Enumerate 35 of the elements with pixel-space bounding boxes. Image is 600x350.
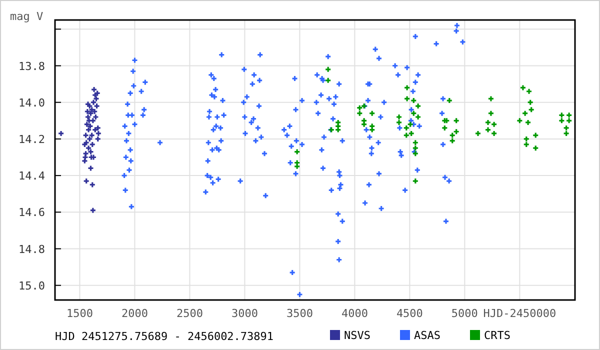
legend-label: NSVS: [344, 329, 370, 342]
point: [83, 178, 90, 184]
point: [87, 164, 94, 172]
x-tick-label: 4000: [341, 307, 368, 320]
point: [81, 141, 88, 148]
x-tick-label: 5000: [451, 307, 478, 320]
x-tick-label: 2500: [176, 307, 203, 320]
y-tick-label: 14.0: [18, 96, 45, 110]
x-tick-label: 2000: [121, 307, 148, 320]
point: [81, 158, 88, 164]
point: [93, 102, 100, 110]
x-tick-label: 4500: [396, 307, 423, 320]
y-tick-label: 14.6: [18, 206, 45, 220]
y-tick-label: 15.0: [18, 279, 45, 292]
point: [82, 154, 89, 161]
y-tick-label: 14.4: [18, 170, 46, 183]
x-tick-label: 3000: [231, 307, 258, 320]
text: HJD 2451275.75689 - 2456002.73891: [55, 330, 274, 343]
legend-label: ASAS: [414, 329, 440, 342]
point: [58, 130, 64, 137]
x-tick-label: 3500: [286, 307, 313, 320]
y-tick-label: 14.8: [18, 242, 45, 256]
point: [94, 136, 102, 142]
point: [89, 181, 96, 188]
point: [92, 95, 100, 102]
point: [90, 99, 97, 106]
point: [90, 207, 96, 214]
y-axis-title: mag V: [10, 10, 44, 23]
x-axis-title: HJD-2450000: [483, 307, 556, 320]
point: [82, 132, 90, 139]
y-tick-label: 14.2: [18, 132, 45, 146]
point: [94, 90, 101, 97]
y-tick-label: 13.8: [18, 60, 45, 73]
legend-label: CRTS: [484, 329, 510, 342]
x-tick-label: 1500: [66, 307, 93, 320]
